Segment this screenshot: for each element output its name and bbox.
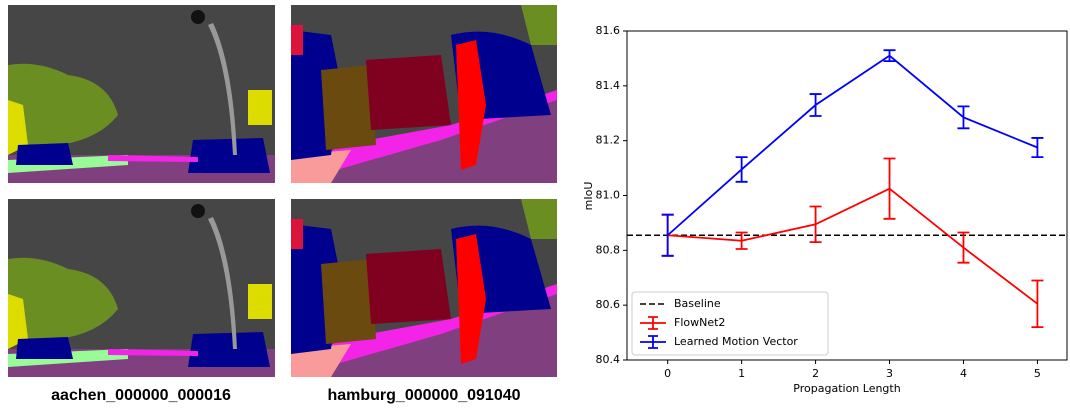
error-bar <box>1031 279 1044 328</box>
legend-label: Baseline <box>674 297 721 310</box>
y-tick-label: 81.6 <box>596 24 621 37</box>
legend-box <box>631 291 829 356</box>
x-tick-label: 4 <box>960 367 967 380</box>
y-tick-label: 81.0 <box>596 189 621 202</box>
error-bar <box>809 93 822 117</box>
error-bar <box>809 205 822 244</box>
segmentation-image <box>291 199 557 377</box>
legend-swatch <box>640 335 666 349</box>
error-bar <box>883 49 896 63</box>
x-tick-label: 1 <box>738 367 745 380</box>
x-tick-label: 3 <box>886 367 893 380</box>
y-tick-label: 80.6 <box>596 298 621 311</box>
segmentation-image <box>291 5 557 183</box>
segmentation-image <box>8 5 275 183</box>
error-bar <box>1031 137 1044 159</box>
y-tick-label: 80.8 <box>596 243 621 256</box>
legend-label: FlowNet2 <box>674 316 725 329</box>
error-bar <box>957 105 970 130</box>
error-bar <box>883 157 896 220</box>
y-axis-label: mIoU <box>582 182 595 211</box>
error-bar <box>661 213 674 257</box>
y-tick-label: 81.4 <box>596 79 621 92</box>
x-tick-label: 5 <box>1034 367 1041 380</box>
image-caption: hamburg_000000_091040 <box>327 387 520 404</box>
error-bar <box>957 231 970 264</box>
y-tick-label: 80.4 <box>596 353 621 366</box>
legend-label: Learned Motion Vector <box>674 335 798 348</box>
x-tick-label: 0 <box>664 367 671 380</box>
segmentation-image <box>8 199 275 377</box>
image-caption: aachen_000000_000016 <box>51 387 231 404</box>
series-line <box>667 54 1038 236</box>
x-axis-label: Propagation Length <box>793 382 900 395</box>
series-line <box>667 187 1038 305</box>
y-tick-label: 81.2 <box>596 134 621 147</box>
error-bar <box>735 231 748 250</box>
error-bar <box>735 156 748 183</box>
legend-swatch <box>640 316 666 330</box>
x-tick-label: 2 <box>812 367 819 380</box>
